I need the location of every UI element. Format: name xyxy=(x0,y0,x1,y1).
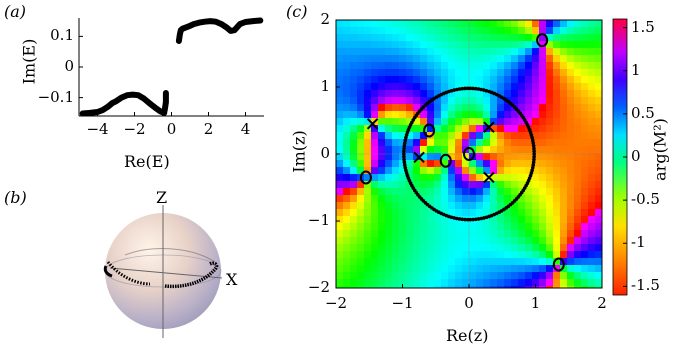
circle-point xyxy=(531,163,536,167)
circle-point xyxy=(402,157,406,162)
circle-point xyxy=(531,141,536,145)
colorbar-tick: 0 xyxy=(631,147,641,165)
pole-marker-3 xyxy=(483,171,495,184)
circle-point xyxy=(532,154,536,159)
pole-marker-1 xyxy=(483,121,495,133)
circle-point xyxy=(482,88,486,92)
circle-point xyxy=(532,149,536,154)
sphere-x-axis xyxy=(109,267,223,279)
panel-c-ytick: 0 xyxy=(320,144,330,162)
circle-point xyxy=(471,86,475,91)
sphere-trajectory-left-end xyxy=(103,265,113,278)
zero-marker-1 xyxy=(552,257,565,272)
circle-point xyxy=(479,87,484,92)
panel-c-xtick: 1 xyxy=(530,294,541,312)
bloch-sphere xyxy=(103,205,223,338)
zero-marker-2 xyxy=(359,170,372,185)
circle-point xyxy=(530,165,535,170)
zero-marker-0 xyxy=(536,33,549,48)
panel-a-xtick: −2 xyxy=(123,120,146,138)
circle-point xyxy=(468,217,473,222)
circle-point xyxy=(403,138,408,143)
circle-point xyxy=(468,86,473,91)
panel-c-xtick: 2 xyxy=(597,294,607,312)
circle-point xyxy=(402,154,406,159)
circle-point xyxy=(454,216,459,221)
panel-a-series-1 xyxy=(161,90,169,116)
panel-c-ytick: 1 xyxy=(320,77,330,95)
pole-marker-2 xyxy=(413,151,425,164)
circle-point xyxy=(471,217,475,222)
circle-point xyxy=(402,152,406,156)
sphere-trajectory-back xyxy=(124,248,216,263)
circle-point xyxy=(460,217,464,222)
circle-point xyxy=(452,216,456,220)
panel-b-label: (b) xyxy=(4,188,27,207)
panel-a-xtick: 4 xyxy=(240,120,251,138)
zero-marker-4 xyxy=(439,153,452,168)
circle-point xyxy=(457,87,462,91)
colorbar-tick: 1.5 xyxy=(631,17,655,36)
circle-point xyxy=(531,143,536,148)
circle-point xyxy=(532,146,536,151)
sphere-trajectory-right xyxy=(164,261,219,289)
circle-point xyxy=(476,87,481,91)
sphere-x-label: X xyxy=(226,270,238,289)
panel-a-label: (a) xyxy=(4,2,27,21)
circle-point xyxy=(460,86,464,91)
circle-point xyxy=(463,86,467,91)
panel-c-ytick: 2 xyxy=(320,10,330,28)
panel-a-series-0 xyxy=(79,91,168,117)
circle-point xyxy=(402,141,407,145)
circle-point xyxy=(463,217,467,222)
panel-c-xtick: −1 xyxy=(391,294,414,312)
panel-a-ytick: −0.1 xyxy=(37,87,74,106)
circle-point xyxy=(454,87,459,92)
panel-c-xtick: 0 xyxy=(464,294,474,312)
colorbar-tick: 0.5 xyxy=(631,103,655,122)
panel-c-ytick: −1 xyxy=(307,211,330,229)
pole-marker-0 xyxy=(366,118,379,130)
circle-point xyxy=(532,157,536,162)
circle-point xyxy=(402,146,406,151)
colorbar-tick: 1 xyxy=(631,60,641,79)
panel-a-ytick: 0 xyxy=(64,57,74,75)
circle-point xyxy=(532,152,536,156)
circle-point xyxy=(402,163,407,167)
colorbar-tick: -1 xyxy=(631,233,646,252)
circle-point xyxy=(402,160,407,165)
panel-a-xtick: 0 xyxy=(166,120,177,138)
panel-a-xtick: 2 xyxy=(203,120,214,138)
circle-point xyxy=(531,160,536,165)
colorbar-tick: -1.5 xyxy=(631,276,660,295)
circle-point xyxy=(479,216,484,221)
zero-marker-5 xyxy=(463,147,475,161)
circle-point xyxy=(402,149,406,154)
panel-c-ytick: −2 xyxy=(307,278,330,296)
sphere-trajectory-left xyxy=(106,261,151,286)
sphere-z-label: Z xyxy=(156,188,168,207)
panel-c-plot xyxy=(335,19,603,289)
zero-marker-3 xyxy=(423,123,436,138)
panel-a-xtick: −4 xyxy=(86,120,109,138)
circle-point xyxy=(476,217,481,221)
colorbar-tick: -0.5 xyxy=(631,190,660,209)
panel-c-xtick: −2 xyxy=(324,294,348,312)
circle-point xyxy=(457,217,462,221)
circle-point xyxy=(465,217,470,222)
circle-point xyxy=(402,143,407,148)
panel-a-series-3 xyxy=(179,17,264,34)
circle-point xyxy=(474,86,478,91)
panel-c-label: (c) xyxy=(286,2,308,21)
panel-a-xlabel: Re(E) xyxy=(124,152,170,171)
circle-point xyxy=(465,86,470,91)
panel-a-plot xyxy=(78,17,264,117)
panel-a-ytick: 0.1 xyxy=(50,26,74,45)
circle-point xyxy=(474,217,478,222)
panel-c-xlabel: Re(z) xyxy=(446,326,489,345)
